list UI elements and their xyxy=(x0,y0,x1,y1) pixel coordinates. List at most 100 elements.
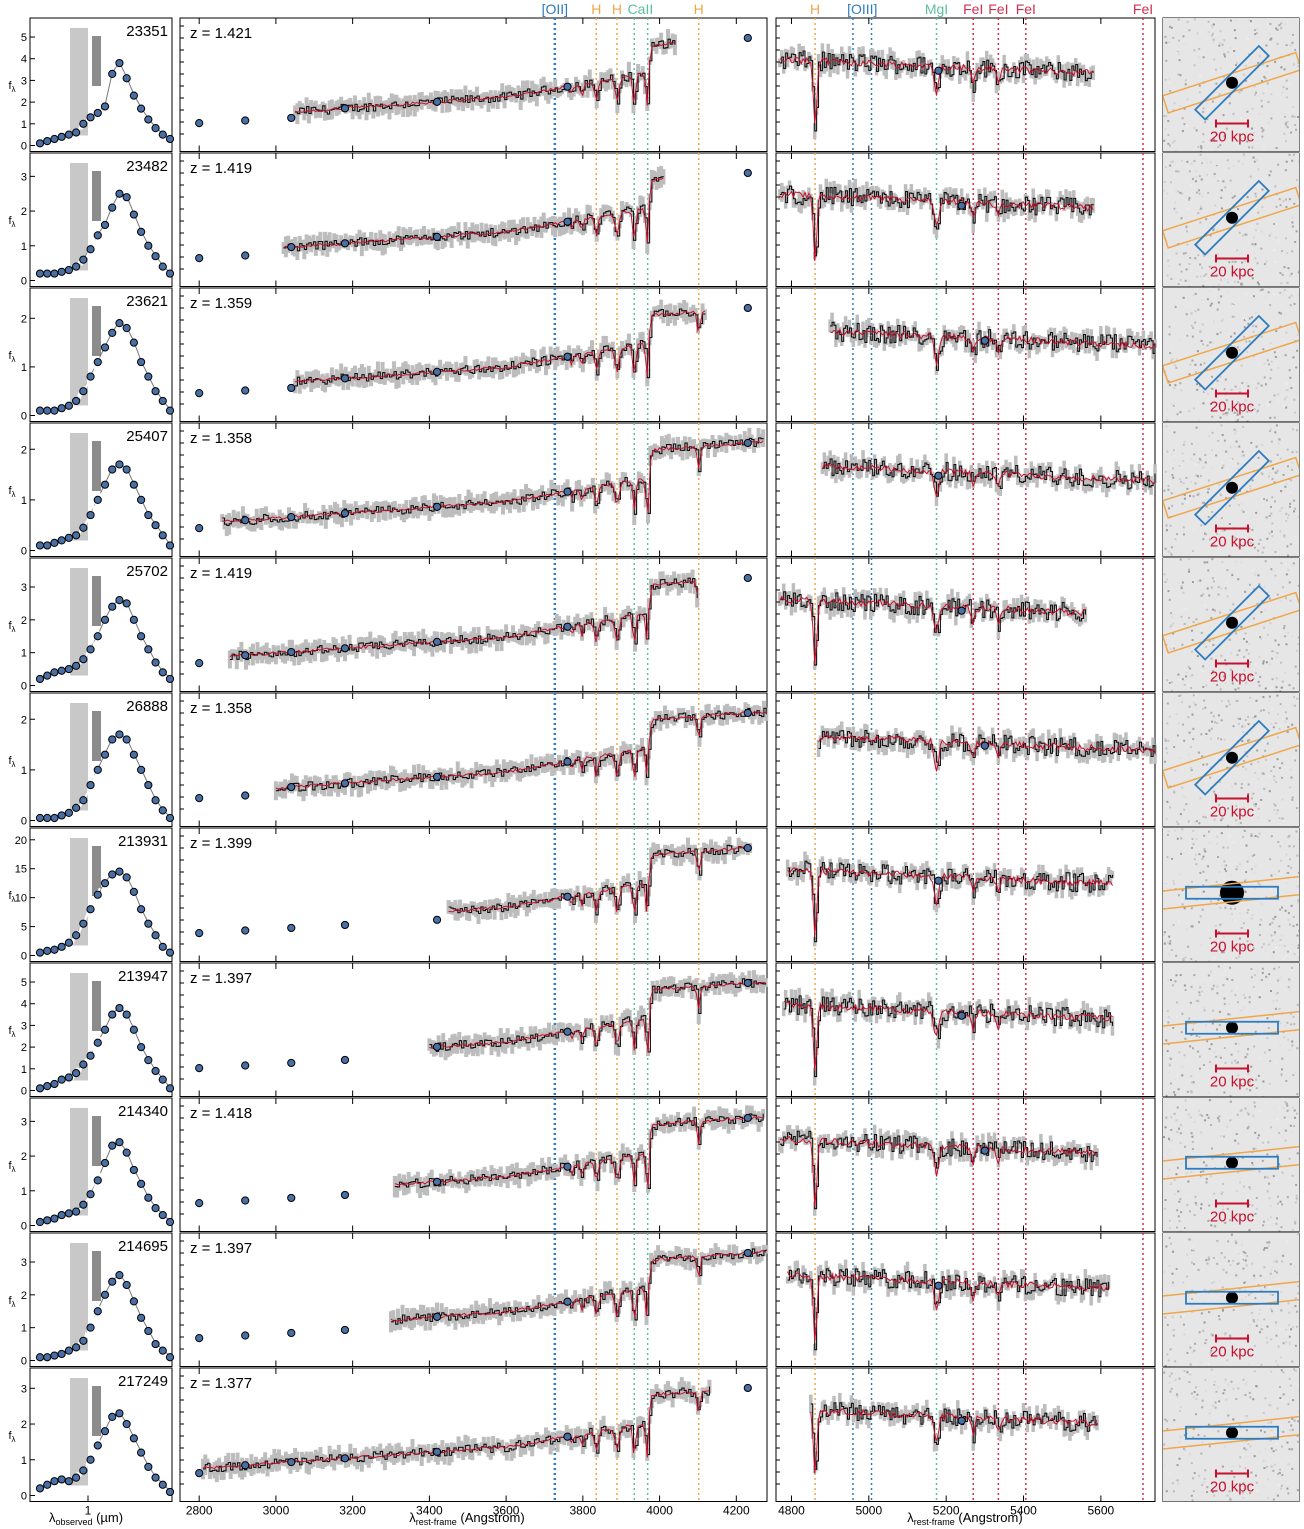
redshift-label: z = 1.421 xyxy=(190,25,252,42)
noise-pixel xyxy=(1237,281,1240,284)
noise-pixel xyxy=(1213,790,1216,793)
photometry-point xyxy=(432,232,442,241)
noise-pixel xyxy=(1241,163,1244,166)
noise-pixel xyxy=(1237,722,1240,725)
sed-data-point xyxy=(43,541,52,550)
noise-pixel xyxy=(1240,364,1243,367)
galaxy-blob xyxy=(1226,346,1238,359)
noise-pixel xyxy=(1189,480,1192,483)
noise-pixel xyxy=(1281,273,1284,276)
sed-data-point xyxy=(137,905,146,914)
galaxy-blob xyxy=(1226,481,1238,494)
noise-pixel xyxy=(1229,446,1232,449)
noise-pixel xyxy=(1202,763,1205,766)
noise-pixel xyxy=(1271,569,1274,572)
noise-pixel xyxy=(1255,445,1258,448)
noise-pixel xyxy=(1271,535,1274,538)
noise-pixel xyxy=(1190,686,1193,689)
noise-pixel xyxy=(1273,933,1276,936)
noise-pixel xyxy=(1269,23,1272,26)
sed-data-point xyxy=(108,328,117,337)
noise-pixel xyxy=(1202,110,1205,113)
noise-pixel xyxy=(1287,514,1290,517)
noise-pixel xyxy=(1172,476,1175,479)
noise-pixel xyxy=(1258,583,1261,586)
noise-pixel xyxy=(1258,606,1261,609)
noise-pixel xyxy=(1198,84,1201,87)
noise-pixel xyxy=(1210,302,1213,305)
noise-pixel xyxy=(1188,616,1191,619)
noise-pixel xyxy=(1291,159,1294,162)
noise-pixel xyxy=(1208,960,1211,962)
noise-pixel xyxy=(1211,431,1214,434)
noise-pixel xyxy=(1257,211,1260,214)
sed-model-curve xyxy=(39,61,171,143)
sed-panel-frame xyxy=(29,692,173,827)
noise-pixel xyxy=(1196,235,1199,238)
noise-pixel xyxy=(1222,180,1225,183)
noise-pixel xyxy=(1166,274,1169,277)
noise-pixel xyxy=(1272,802,1275,805)
noise-pixel xyxy=(1169,352,1172,355)
noise-pixel xyxy=(1274,722,1277,725)
sed-y-tick-label: 5 xyxy=(21,922,27,934)
noise-pixel xyxy=(1285,573,1288,576)
slit-orange xyxy=(1163,51,1299,114)
noise-pixel xyxy=(1283,132,1286,135)
sed-data-point xyxy=(151,931,160,940)
noise-pixel xyxy=(1224,389,1227,392)
noise-pixel xyxy=(1168,25,1171,28)
noise-pixel xyxy=(1253,707,1256,710)
noise-pixel xyxy=(1203,561,1206,564)
noise-pixel xyxy=(1278,198,1281,201)
noise-pixel xyxy=(1220,119,1223,122)
noise-pixel xyxy=(1280,507,1283,510)
R-panel-frame xyxy=(775,827,1156,962)
noise-pixel xyxy=(1285,382,1288,385)
noise-pixel xyxy=(1262,662,1265,665)
noise-pixel xyxy=(1175,713,1178,716)
sed-data-point xyxy=(64,938,73,947)
noise-pixel xyxy=(1275,781,1278,784)
sed-data-point xyxy=(57,132,66,141)
noise-pixel xyxy=(1222,50,1225,53)
slit-blue xyxy=(1193,584,1271,661)
noise-pixel xyxy=(1274,551,1277,554)
noise-pixel xyxy=(1209,304,1212,307)
noise-pixel xyxy=(1198,91,1201,94)
noise-pixel xyxy=(1219,510,1222,513)
noise-pixel xyxy=(1168,144,1171,147)
noise-pixel xyxy=(1276,651,1279,654)
noise-pixel xyxy=(1220,819,1223,822)
y-axis-label: fλ xyxy=(8,620,15,634)
noise-pixel xyxy=(1294,535,1297,538)
noise-pixel xyxy=(1252,525,1255,528)
sed-data-point xyxy=(158,396,167,406)
noise-pixel xyxy=(1275,205,1278,208)
noise-pixel xyxy=(1295,393,1298,396)
noise-pixel xyxy=(1291,28,1294,31)
galaxy-id: 23351 xyxy=(126,23,168,40)
noise-pixel xyxy=(1238,348,1241,351)
noise-pixel xyxy=(1169,612,1172,615)
noise-pixel xyxy=(1271,707,1274,710)
noise-pixel xyxy=(1271,496,1274,499)
noise-pixel xyxy=(1215,454,1218,457)
noise-pixel xyxy=(1212,644,1215,647)
noise-pixel xyxy=(1222,114,1225,117)
noise-pixel xyxy=(1281,91,1284,94)
noise-pixel xyxy=(1249,487,1252,490)
noise-pixel xyxy=(1204,148,1207,151)
noise-pixel xyxy=(1173,387,1176,390)
noise-pixel xyxy=(1199,459,1202,462)
noise-pixel xyxy=(1168,77,1171,80)
photometry-point xyxy=(743,303,752,313)
noise-pixel xyxy=(1170,197,1173,200)
noise-pixel xyxy=(1266,82,1269,85)
line-label-8: FeI xyxy=(963,1,983,17)
photometry-point xyxy=(934,471,943,480)
noise-pixel xyxy=(1282,718,1285,721)
noise-pixel xyxy=(1223,135,1226,138)
noise-pixel xyxy=(1187,945,1190,948)
